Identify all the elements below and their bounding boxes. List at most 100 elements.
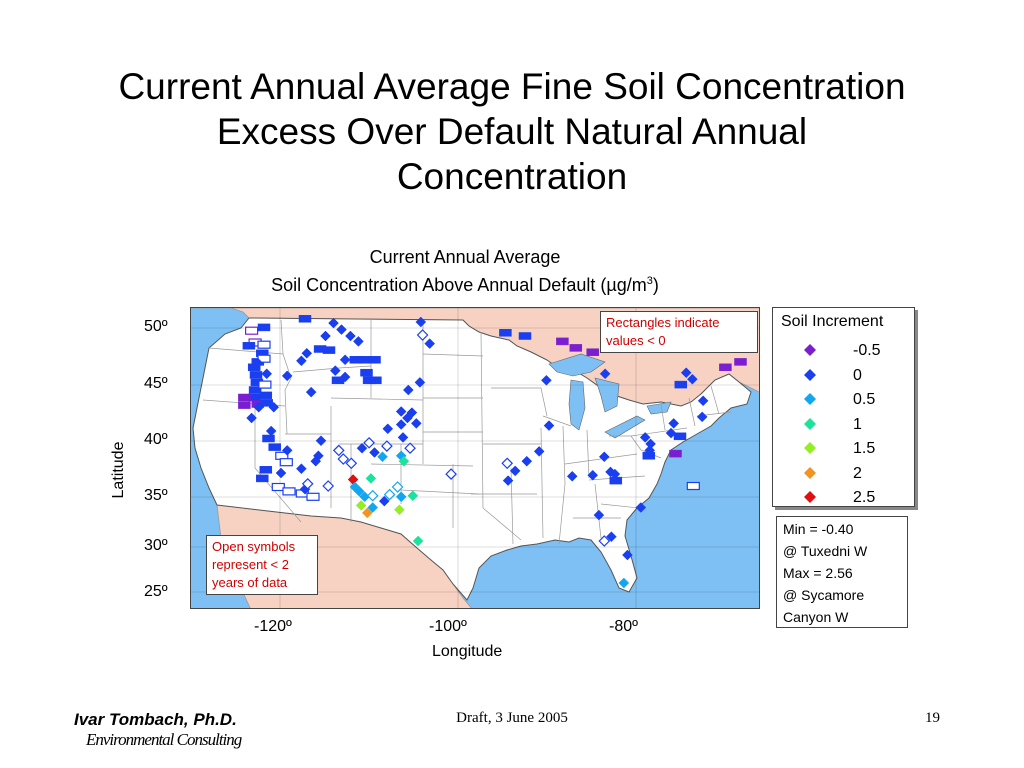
station-diamond-marker [416, 329, 429, 341]
lake-michigan [568, 379, 586, 431]
station-diamond-marker [391, 481, 404, 493]
station-diamond-marker [301, 347, 313, 359]
station-diamond-marker [644, 445, 656, 456]
legend-diamond-icon [804, 368, 816, 381]
station-diamond-marker [332, 444, 345, 457]
station-diamond-marker [382, 423, 394, 435]
figure-title-line2: Soil Concentration Above Annual Default … [200, 269, 730, 297]
station-rect-marker [271, 482, 285, 492]
station-rect-marker [257, 340, 271, 349]
legend-label: 0 [853, 366, 862, 384]
legend-diamond-shape [804, 393, 816, 405]
station-diamond-marker [414, 377, 426, 388]
station-diamond-marker [398, 455, 410, 467]
station-diamond-marker [509, 465, 521, 477]
station-rect-marker [259, 391, 273, 400]
station-diamond-marker [345, 457, 358, 470]
station-rect-marker [686, 481, 700, 491]
station-diamond-marker [397, 432, 409, 443]
station-rect-marker [719, 363, 732, 372]
legend-diamond-icon [804, 491, 816, 503]
station-diamond-marker [395, 406, 407, 417]
station-diamond-marker [361, 507, 373, 519]
stats-line: Min = -0.40 [783, 521, 854, 537]
station-diamond-marker [339, 371, 351, 383]
legend-label: 2.5 [853, 489, 876, 506]
station-diamond-marker [367, 502, 379, 513]
station-diamond-marker [261, 368, 273, 380]
station-diamond-marker [301, 477, 314, 490]
state-borders [202, 319, 732, 545]
note-line: values < 0 [606, 333, 666, 348]
station-diamond-marker [383, 488, 396, 501]
legend-diamond-shape [804, 442, 816, 454]
station-diamond-marker [265, 425, 277, 437]
legend-label: 1.5 [853, 440, 876, 457]
station-diamond-marker [404, 442, 416, 455]
station-rect-marker [258, 380, 272, 389]
station-diamond-marker [356, 442, 368, 454]
legend-label: 0.5 [853, 391, 876, 408]
us-map [191, 308, 759, 608]
station-diamond-marker [412, 535, 424, 547]
lat-tick-label: 50º [144, 318, 168, 335]
station-diamond-marker [697, 395, 709, 407]
station-diamond-marker [395, 491, 407, 503]
station-diamond-marker [355, 500, 367, 511]
station-rect-marker [556, 337, 569, 346]
station-rect-marker [368, 356, 381, 364]
station-diamond-marker [566, 470, 578, 482]
station-diamond-marker [635, 502, 647, 513]
lon-tick-label: -80º [609, 618, 638, 635]
legend: Soil Increment -0.5 0 0.5 1 1.5 2 2.5 [772, 307, 915, 507]
station-diamond-marker [378, 495, 390, 507]
note-line: Open symbols [212, 539, 296, 554]
station-rect-marker [673, 432, 687, 441]
station-rect-marker [669, 449, 682, 458]
station-diamond-marker [402, 384, 414, 396]
station-rect-marker [279, 458, 293, 467]
station-diamond-marker [268, 401, 280, 413]
station-diamond-marker [345, 330, 356, 342]
station-diamond-marker [381, 440, 393, 452]
slide-title-line: Current Annual Average Fine Soil Concent… [118, 66, 906, 107]
legend-item: 0 [773, 365, 913, 389]
station-diamond-marker [365, 473, 377, 484]
station-diamond-marker [246, 412, 257, 424]
station-rect-marker [244, 326, 259, 335]
station-diamond-marker [353, 486, 365, 497]
legend-diamond-shape [804, 368, 816, 381]
station-diamond-marker [606, 531, 617, 543]
lake-ontario [646, 401, 672, 415]
station-markers [238, 315, 747, 589]
station-rect-marker [369, 376, 382, 385]
figure-title-line1: Current Annual Average [369, 247, 561, 267]
station-diamond-marker [353, 336, 364, 347]
legend-label: 1 [853, 415, 862, 433]
station-rect-marker [256, 474, 269, 483]
slide-title-line: Excess Over Default Natural Annual [216, 111, 808, 152]
lat-tick-label: 40º [144, 431, 168, 448]
station-rect-marker [734, 358, 747, 366]
slide-title-line: Concentration [396, 156, 628, 197]
note-line: represent < 2 [212, 557, 289, 572]
lat-tick-label: 35º [144, 487, 168, 504]
station-diamond-marker [533, 446, 545, 457]
footer-org: Environmental Consulting [86, 730, 242, 749]
station-diamond-marker [363, 436, 375, 449]
legend-label: -0.5 [853, 342, 881, 359]
lat-tick-label: 45º [144, 375, 168, 392]
station-rect-marker [518, 332, 532, 340]
footer-page-number: 19 [925, 710, 940, 726]
figure-title: Current Annual Average Soil Concentratio… [200, 245, 730, 297]
station-diamond-marker [407, 490, 419, 502]
legend-diamond-icon [804, 344, 816, 356]
station-rect-marker [586, 348, 599, 356]
station-rect-marker [248, 386, 262, 394]
station-diamond-marker [296, 355, 307, 367]
station-rect-marker [282, 487, 296, 496]
legend-diamond-shape [804, 344, 816, 356]
station-diamond-marker [281, 370, 293, 382]
station-rect-marker [260, 399, 273, 407]
figure-title-unit: g/m [616, 275, 647, 295]
